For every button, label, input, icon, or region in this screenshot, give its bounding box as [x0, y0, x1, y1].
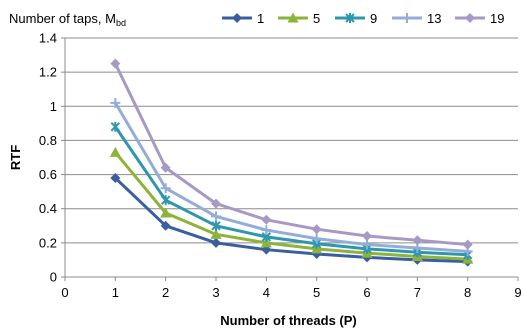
- data-point-13: [211, 211, 221, 222]
- x-tick-label: 8: [464, 285, 471, 300]
- data-point-13: [110, 97, 121, 108]
- legend-label-19: 19: [490, 11, 504, 26]
- y-tick-label: 0.6: [39, 167, 57, 182]
- x-tick-label: 3: [212, 285, 219, 300]
- data-point-19: [211, 198, 221, 209]
- x-tick-label: 0: [61, 285, 68, 300]
- legend-marker-9: [345, 13, 355, 23]
- y-axis-title: RTF: [8, 145, 23, 170]
- series-line-19: [113, 62, 468, 247]
- x-tick-label: 2: [162, 285, 169, 300]
- legend-marker-19: [465, 13, 475, 23]
- series-line-13: [114, 102, 468, 253]
- series-line-5: [114, 151, 468, 261]
- data-point-1: [110, 172, 121, 183]
- y-tick-label: 1.2: [39, 65, 57, 80]
- x-axis-title: Number of threads (P): [220, 313, 357, 328]
- data-point-5: [109, 146, 121, 157]
- series-line-9: [114, 125, 468, 257]
- y-tick-label: 1: [50, 99, 57, 114]
- data-point-13: [362, 239, 372, 250]
- data-point-19: [160, 162, 171, 173]
- legend-label-5: 5: [313, 11, 320, 26]
- data-point-19: [362, 231, 372, 242]
- data-point-19: [412, 235, 423, 246]
- data-point-5: [260, 237, 272, 248]
- y-tick-label: 0.8: [39, 133, 57, 148]
- data-point-5: [160, 207, 172, 218]
- y-tick-label: 1.4: [39, 31, 57, 46]
- series-line-1: [114, 176, 468, 264]
- legend-marker-5: [287, 12, 299, 23]
- x-tick-label: 9: [514, 285, 521, 300]
- data-point-1: [160, 220, 171, 231]
- legend-marker-1: [232, 13, 242, 23]
- x-tick-label: 4: [263, 285, 270, 300]
- data-point-1: [211, 237, 221, 248]
- data-point-19: [311, 224, 322, 235]
- data-point-13: [160, 183, 171, 194]
- legend-label-13: 13: [427, 11, 441, 26]
- data-point-9: [211, 220, 221, 231]
- data-point-13: [261, 225, 272, 236]
- y-tick-label: 0.2: [39, 235, 57, 250]
- x-tick-label: 6: [363, 285, 370, 300]
- data-point-19: [462, 239, 473, 250]
- x-tick-label: 7: [414, 285, 421, 300]
- data-point-9: [110, 121, 121, 132]
- legend-label-1: 1: [257, 11, 264, 26]
- data-point-19: [110, 58, 121, 69]
- y-tick-label: 0.4: [39, 201, 57, 216]
- y-tick-label: 0: [50, 270, 57, 285]
- legend-marker-13: [402, 13, 412, 23]
- data-point-19: [261, 214, 272, 225]
- legend-label-9: 9: [370, 11, 377, 26]
- legend-title: Number of taps, Mbd: [9, 11, 126, 28]
- data-point-5: [210, 228, 222, 239]
- x-tick-label: 1: [112, 285, 119, 300]
- x-tick-label: 5: [313, 285, 320, 300]
- data-point-9: [160, 195, 171, 206]
- data-point-13: [311, 233, 322, 244]
